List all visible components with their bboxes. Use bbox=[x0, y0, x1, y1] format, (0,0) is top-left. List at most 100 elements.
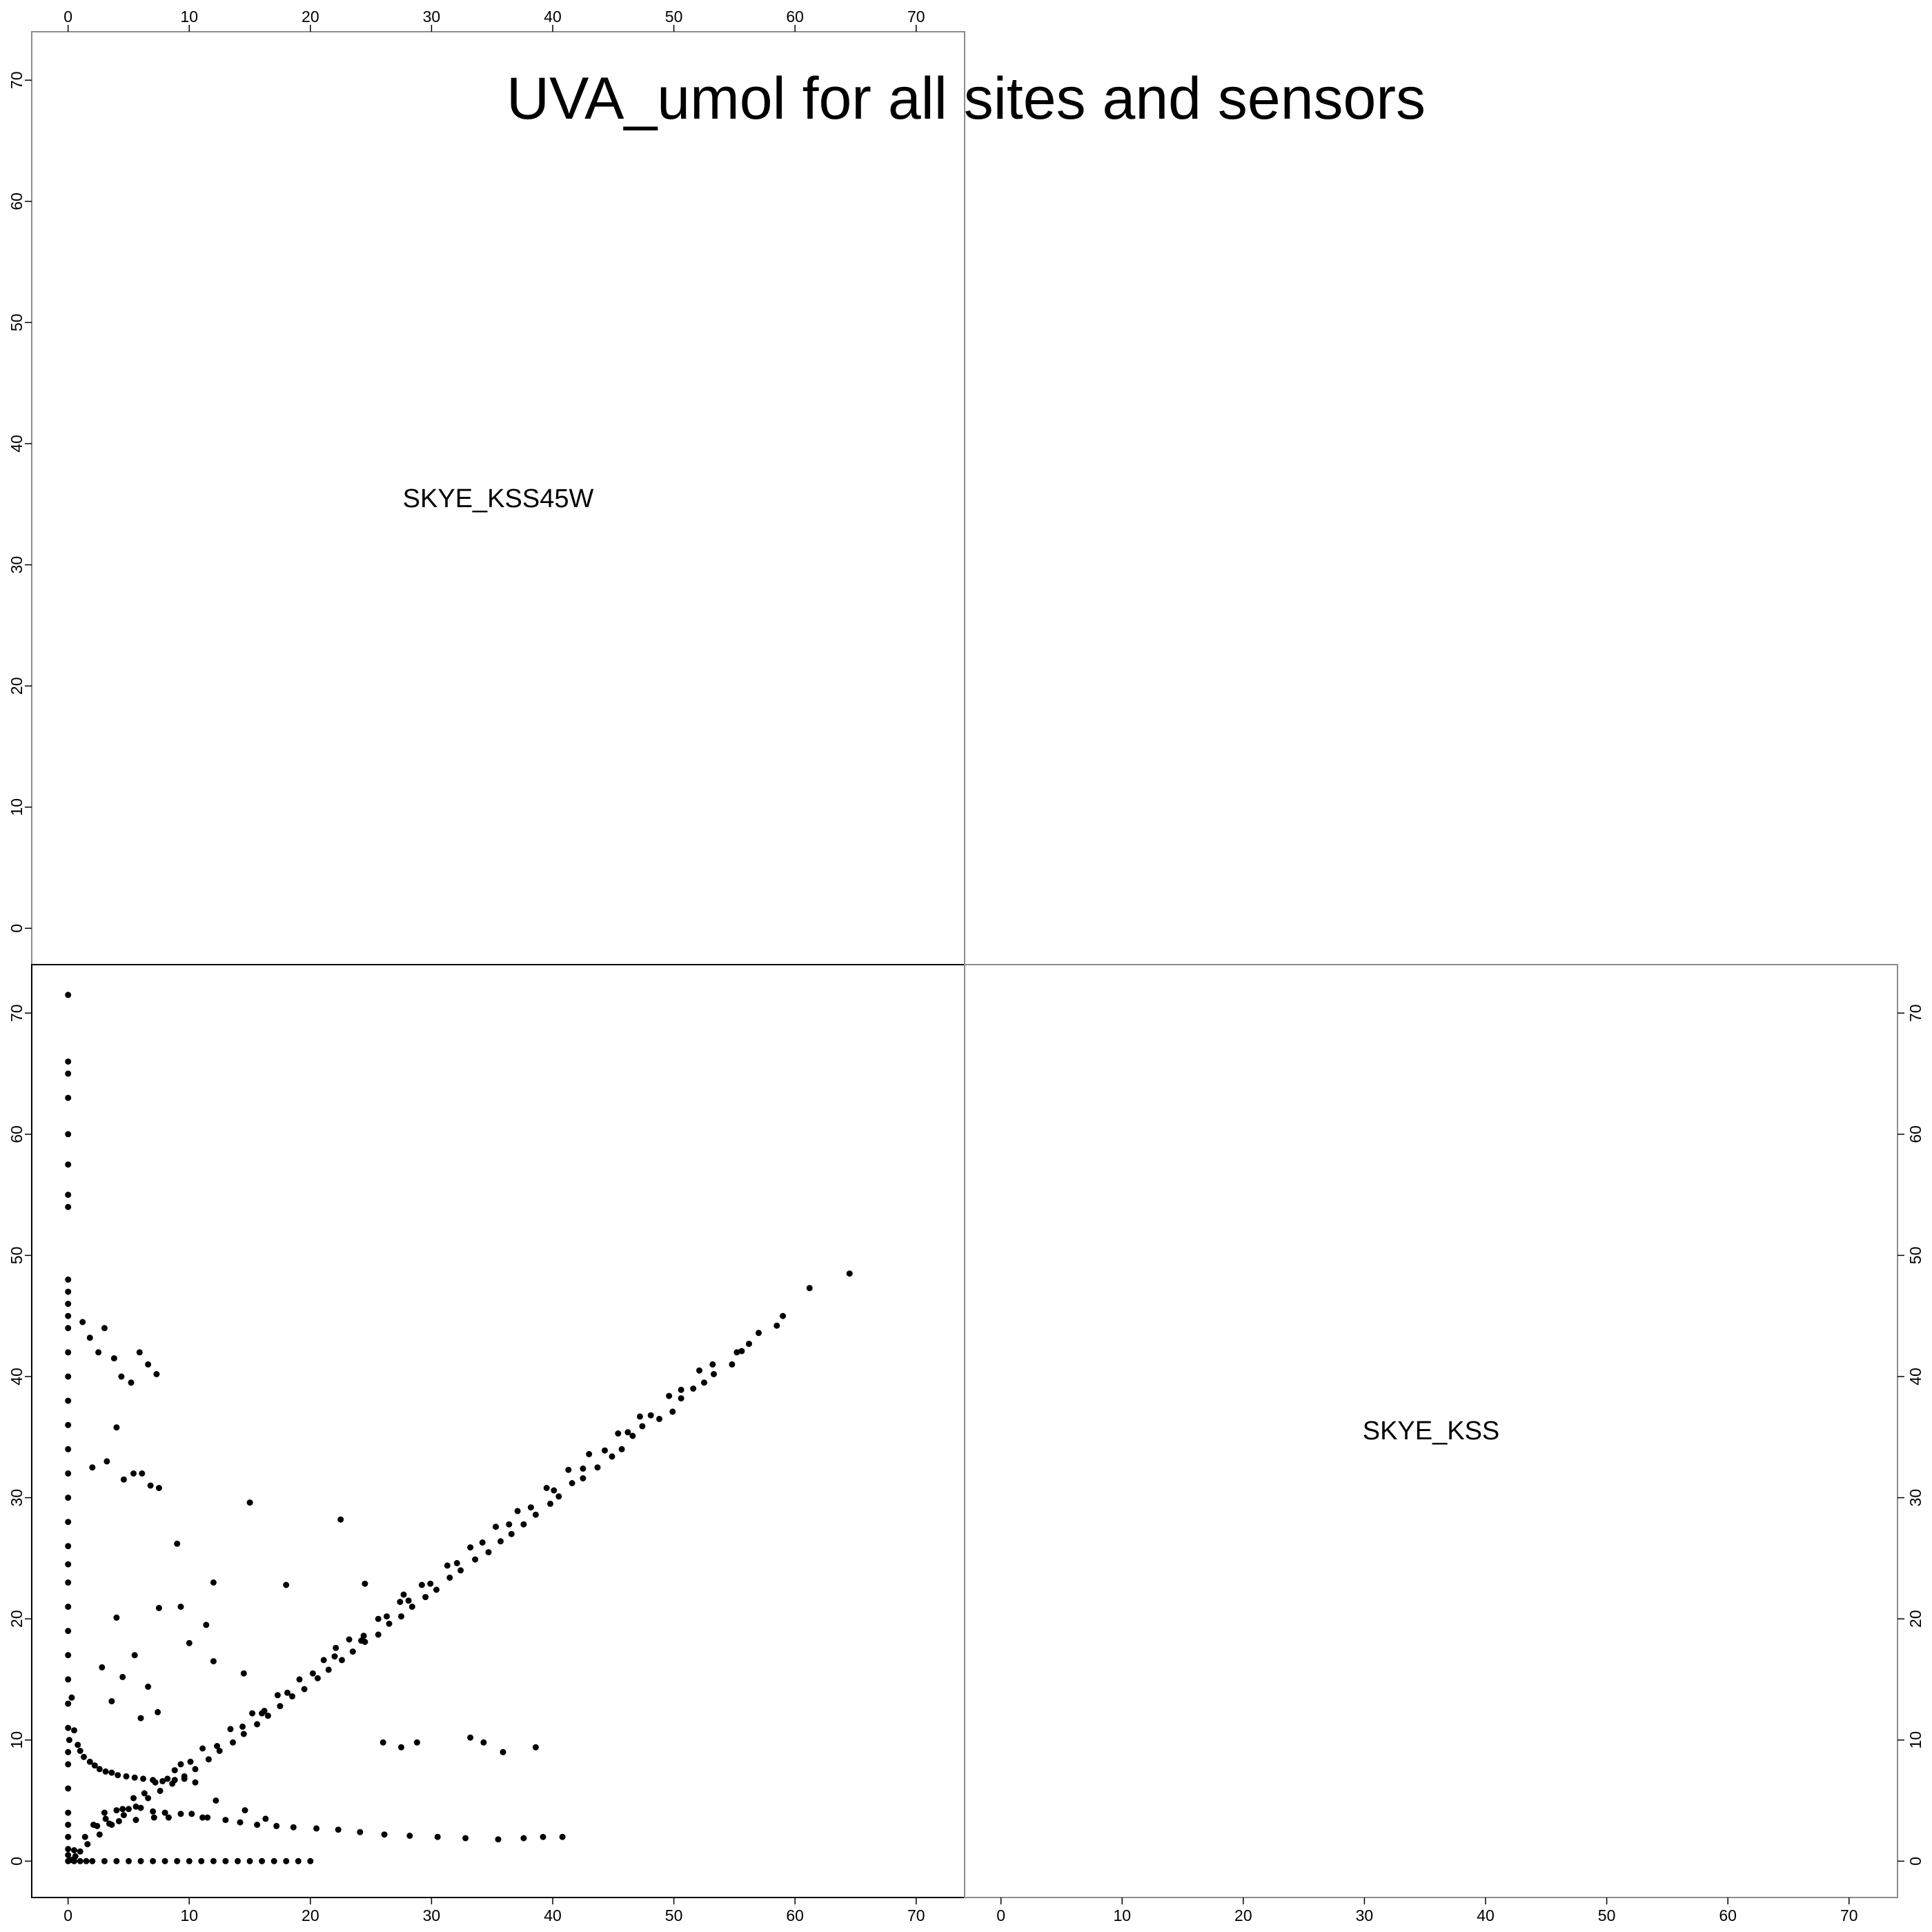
scatter-point bbox=[65, 1421, 72, 1428]
scatter-point bbox=[140, 1775, 146, 1782]
scatter-point bbox=[77, 1748, 83, 1754]
scatter-point bbox=[379, 1739, 386, 1746]
scatter-point bbox=[155, 1708, 161, 1715]
scatter-point bbox=[89, 1857, 96, 1864]
scatter-point bbox=[307, 1857, 314, 1864]
scatter-point bbox=[65, 1833, 72, 1840]
scatter-point bbox=[349, 1648, 356, 1655]
scatter-point bbox=[91, 1762, 98, 1769]
scatter-point bbox=[479, 1539, 486, 1546]
scatter-point bbox=[331, 1653, 338, 1660]
scatter-point bbox=[65, 1373, 72, 1380]
scatter-point bbox=[647, 1412, 654, 1419]
scatter-point bbox=[186, 1857, 193, 1864]
panel-bottom-right-frame bbox=[964, 964, 1898, 1898]
scatter-point bbox=[65, 1192, 72, 1199]
scatter-point bbox=[65, 1543, 72, 1550]
scatter-point bbox=[241, 1807, 248, 1814]
scatter-point bbox=[381, 1831, 388, 1838]
scatter-point bbox=[65, 1349, 72, 1356]
scatter-point bbox=[137, 1715, 144, 1722]
x-tick-label-top: 30 bbox=[423, 8, 441, 26]
scatter-point bbox=[65, 1676, 72, 1683]
scatter-point bbox=[86, 1758, 93, 1765]
scatter-point bbox=[594, 1464, 601, 1471]
scatter-point bbox=[615, 1430, 622, 1437]
scatter-point bbox=[335, 1826, 342, 1833]
scatter-point bbox=[137, 1857, 144, 1864]
scatter-point bbox=[246, 1857, 253, 1864]
scatter-point bbox=[192, 1766, 199, 1773]
scatter-point bbox=[145, 1795, 152, 1802]
scatter-point bbox=[65, 992, 72, 998]
y-tick-label-right: 40 bbox=[1906, 1368, 1924, 1386]
scatter-point bbox=[295, 1857, 302, 1864]
scatter-point bbox=[108, 1769, 115, 1776]
scatter-point bbox=[77, 1848, 83, 1855]
scatter-point bbox=[709, 1361, 716, 1368]
x-tick-label-top: 0 bbox=[63, 8, 72, 26]
scatter-point bbox=[120, 1812, 127, 1819]
scatter-point bbox=[249, 1710, 256, 1717]
scatter-point bbox=[227, 1726, 234, 1733]
scatter-point bbox=[65, 1058, 72, 1065]
scatter-point bbox=[240, 1670, 247, 1677]
scatter-point bbox=[418, 1581, 425, 1588]
scatter-point bbox=[157, 1788, 164, 1794]
scatter-point bbox=[188, 1811, 195, 1817]
scatter-point bbox=[240, 1731, 247, 1737]
scatter-point bbox=[165, 1814, 172, 1821]
scatter-point bbox=[164, 1775, 171, 1782]
y-tick-label-right: 50 bbox=[1906, 1247, 1924, 1265]
scatter-point bbox=[65, 1561, 72, 1568]
scatter-point bbox=[624, 1429, 631, 1436]
scatter-point bbox=[733, 1349, 740, 1356]
scatter-point bbox=[237, 1819, 244, 1826]
x-tick-label-bottom-right: 70 bbox=[1840, 1906, 1858, 1924]
scatter-point bbox=[65, 1325, 72, 1332]
x-tick-label-top: 70 bbox=[907, 8, 925, 26]
scatter-point bbox=[711, 1371, 717, 1377]
scatter-point bbox=[65, 1470, 72, 1477]
scatter-point bbox=[71, 1857, 77, 1864]
scatter-point bbox=[65, 1094, 72, 1101]
scatter-point bbox=[434, 1833, 441, 1840]
scatter-point bbox=[289, 1693, 295, 1699]
scatter-point bbox=[65, 1519, 72, 1526]
scatter-point bbox=[254, 1822, 261, 1828]
scatter-point bbox=[283, 1857, 290, 1864]
scatter-point bbox=[678, 1395, 684, 1402]
scatter-point bbox=[141, 1790, 148, 1797]
scatter-point bbox=[506, 1521, 513, 1528]
scatter-point bbox=[110, 1355, 117, 1362]
scatter-point bbox=[65, 1785, 72, 1792]
x-tick-label-bottom-left: 0 bbox=[63, 1906, 72, 1924]
scatter-point bbox=[339, 1657, 345, 1664]
scatter-point bbox=[115, 1817, 122, 1824]
scatter-point bbox=[746, 1341, 752, 1348]
scatter-point bbox=[284, 1689, 290, 1696]
scatter-point bbox=[629, 1432, 636, 1439]
scatter-point bbox=[171, 1777, 178, 1784]
y-tick-label-right: 0 bbox=[1906, 1857, 1924, 1866]
scatter-point bbox=[527, 1504, 534, 1511]
scatter-point bbox=[65, 1652, 72, 1659]
scatter-point bbox=[174, 1540, 181, 1547]
scatter-point bbox=[532, 1744, 539, 1751]
scatter-point bbox=[246, 1499, 253, 1506]
y-tick-label-left-top: 10 bbox=[8, 798, 26, 816]
scatter-point bbox=[422, 1594, 429, 1601]
scatter-point bbox=[780, 1312, 787, 1319]
scatter-point bbox=[408, 1604, 415, 1610]
scatter-point bbox=[701, 1379, 707, 1386]
scatter-point bbox=[192, 1779, 199, 1786]
x-tick-label-bottom-left: 40 bbox=[544, 1906, 562, 1924]
scatter-point bbox=[96, 1831, 103, 1838]
scatter-point bbox=[199, 1745, 206, 1752]
scatter-point bbox=[264, 1713, 271, 1719]
scatter-point bbox=[270, 1857, 277, 1864]
y-tick-label-left-top: 40 bbox=[8, 435, 26, 453]
scatter-point bbox=[65, 1857, 72, 1864]
chart-title: UVA_umol for all sites and sensors bbox=[506, 66, 1426, 132]
